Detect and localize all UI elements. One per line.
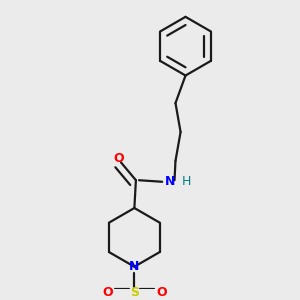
Text: O: O bbox=[156, 286, 166, 299]
Text: O: O bbox=[102, 286, 113, 299]
Text: H: H bbox=[182, 175, 192, 188]
Text: S: S bbox=[130, 286, 139, 299]
Text: N: N bbox=[129, 260, 140, 273]
Text: N: N bbox=[165, 175, 175, 188]
Text: O: O bbox=[113, 152, 124, 165]
